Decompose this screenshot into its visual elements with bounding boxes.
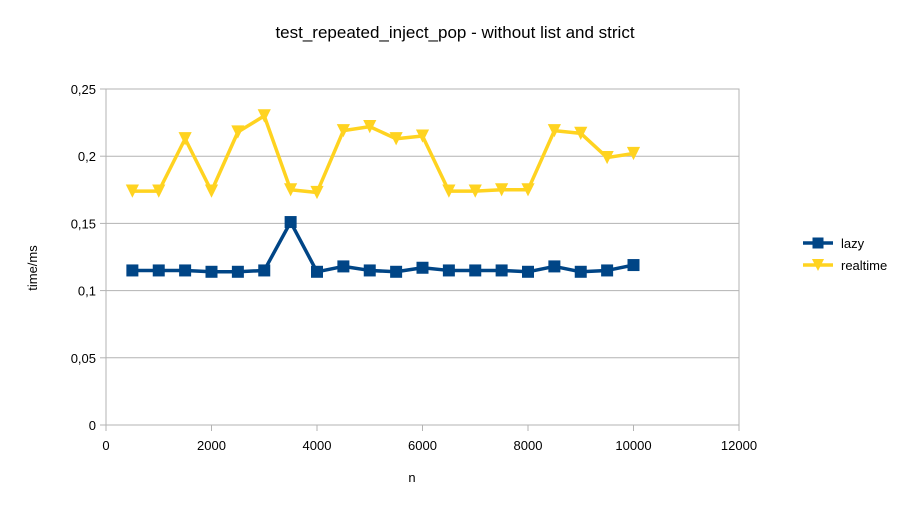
data-point-realtime	[574, 126, 588, 140]
data-point-lazy	[495, 264, 508, 277]
y-tick-label: 0,15	[71, 216, 96, 231]
data-point-realtime	[415, 129, 430, 143]
x-tick-label: 0	[102, 438, 109, 453]
data-point-lazy	[469, 264, 482, 277]
x-tick-label: 4000	[303, 438, 332, 453]
data-point-lazy	[442, 264, 455, 277]
data-point-lazy	[548, 260, 561, 273]
data-point-realtime	[336, 124, 350, 138]
series-lazy	[126, 216, 640, 278]
data-point-lazy	[231, 265, 244, 278]
x-tick-label: 8000	[514, 438, 543, 453]
data-point-lazy	[258, 264, 271, 277]
legend-item-realtime: realtime	[803, 258, 887, 273]
data-point-lazy	[152, 264, 165, 277]
data-point-lazy	[284, 216, 297, 229]
data-point-realtime	[257, 109, 271, 123]
series-realtime	[125, 109, 641, 200]
y-tick-label: 0	[89, 418, 96, 433]
data-point-lazy	[205, 265, 218, 278]
data-point-lazy	[390, 265, 403, 278]
chart-title: test_repeated_inject_pop - without list …	[275, 23, 634, 42]
x-tick-label: 10000	[615, 438, 651, 453]
y-axis-ticks: 0 0,05 0,1 0,15 0,2 0,25	[71, 82, 106, 433]
legend-marker-realtime	[811, 258, 825, 272]
data-point-realtime	[204, 184, 219, 198]
data-point-realtime	[547, 124, 561, 138]
data-point-realtime	[363, 120, 377, 134]
x-axis-label: n	[408, 470, 415, 485]
x-axis-ticks: 0 2000 4000 6000 8000 10000 12000	[102, 425, 757, 453]
data-point-realtime	[284, 183, 298, 197]
data-point-realtime	[178, 132, 192, 146]
data-point-lazy	[574, 265, 587, 278]
data-point-realtime	[468, 184, 482, 198]
data-point-lazy	[522, 265, 534, 278]
legend-label-lazy: lazy	[841, 236, 865, 251]
legend-marker-lazy	[812, 237, 824, 249]
data-point-lazy	[363, 264, 376, 277]
data-point-realtime	[389, 132, 403, 146]
data-point-lazy	[126, 264, 139, 277]
data-point-lazy	[627, 259, 640, 272]
y-axis-label: time/ms	[25, 245, 40, 291]
x-tick-label: 6000	[408, 438, 437, 453]
legend-label-realtime: realtime	[841, 258, 887, 273]
data-point-realtime	[495, 183, 509, 197]
data-point-realtime	[125, 184, 139, 198]
y-tick-label: 0,05	[71, 351, 96, 366]
data-point-lazy	[416, 261, 429, 274]
data-point-realtime	[626, 146, 641, 161]
data-point-realtime	[521, 183, 535, 197]
y-tick-label: 0,1	[78, 284, 96, 299]
data-point-realtime	[442, 184, 456, 198]
data-point-realtime	[310, 185, 324, 200]
series-layer	[125, 109, 641, 278]
legend-item-lazy: lazy	[803, 236, 865, 251]
y-tick-label: 0,25	[71, 82, 96, 97]
data-point-realtime	[152, 184, 166, 198]
series-line-realtime	[132, 114, 634, 195]
data-point-lazy	[179, 264, 192, 277]
y-tick-label: 0,2	[78, 149, 96, 164]
data-point-lazy	[311, 265, 323, 278]
data-point-lazy	[601, 264, 614, 277]
x-tick-label: 2000	[197, 438, 226, 453]
x-tick-label: 12000	[721, 438, 757, 453]
data-point-lazy	[337, 260, 350, 273]
data-point-realtime	[600, 150, 614, 165]
legend: lazy realtime	[803, 236, 887, 273]
data-point-realtime	[231, 125, 245, 139]
